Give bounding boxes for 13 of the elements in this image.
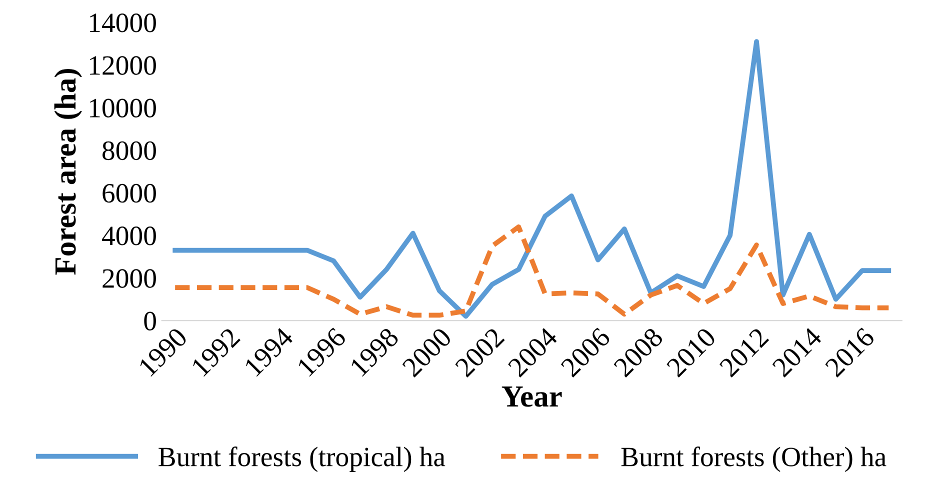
y-axis-title: Forest area (ha)	[54, 68, 82, 275]
legend-label: Burnt forests (Other) ha	[621, 446, 886, 472]
line-series	[172, 39, 892, 319]
y-tick-label: 12000	[90, 56, 156, 75]
y-tick-label: 14000	[90, 14, 156, 32]
y-tick-label: 8000	[102, 141, 156, 160]
y-tick-label: 0	[144, 312, 156, 330]
y-tick-label: 10000	[90, 98, 156, 118]
y-tick-label: 4000	[102, 226, 156, 246]
x-axis-title: Year	[502, 386, 562, 407]
y-tick-label: 6000	[102, 184, 156, 203]
legend-label: Burnt forests (tropical) ha	[158, 446, 446, 472]
y-tick-label: 2000	[102, 269, 156, 288]
